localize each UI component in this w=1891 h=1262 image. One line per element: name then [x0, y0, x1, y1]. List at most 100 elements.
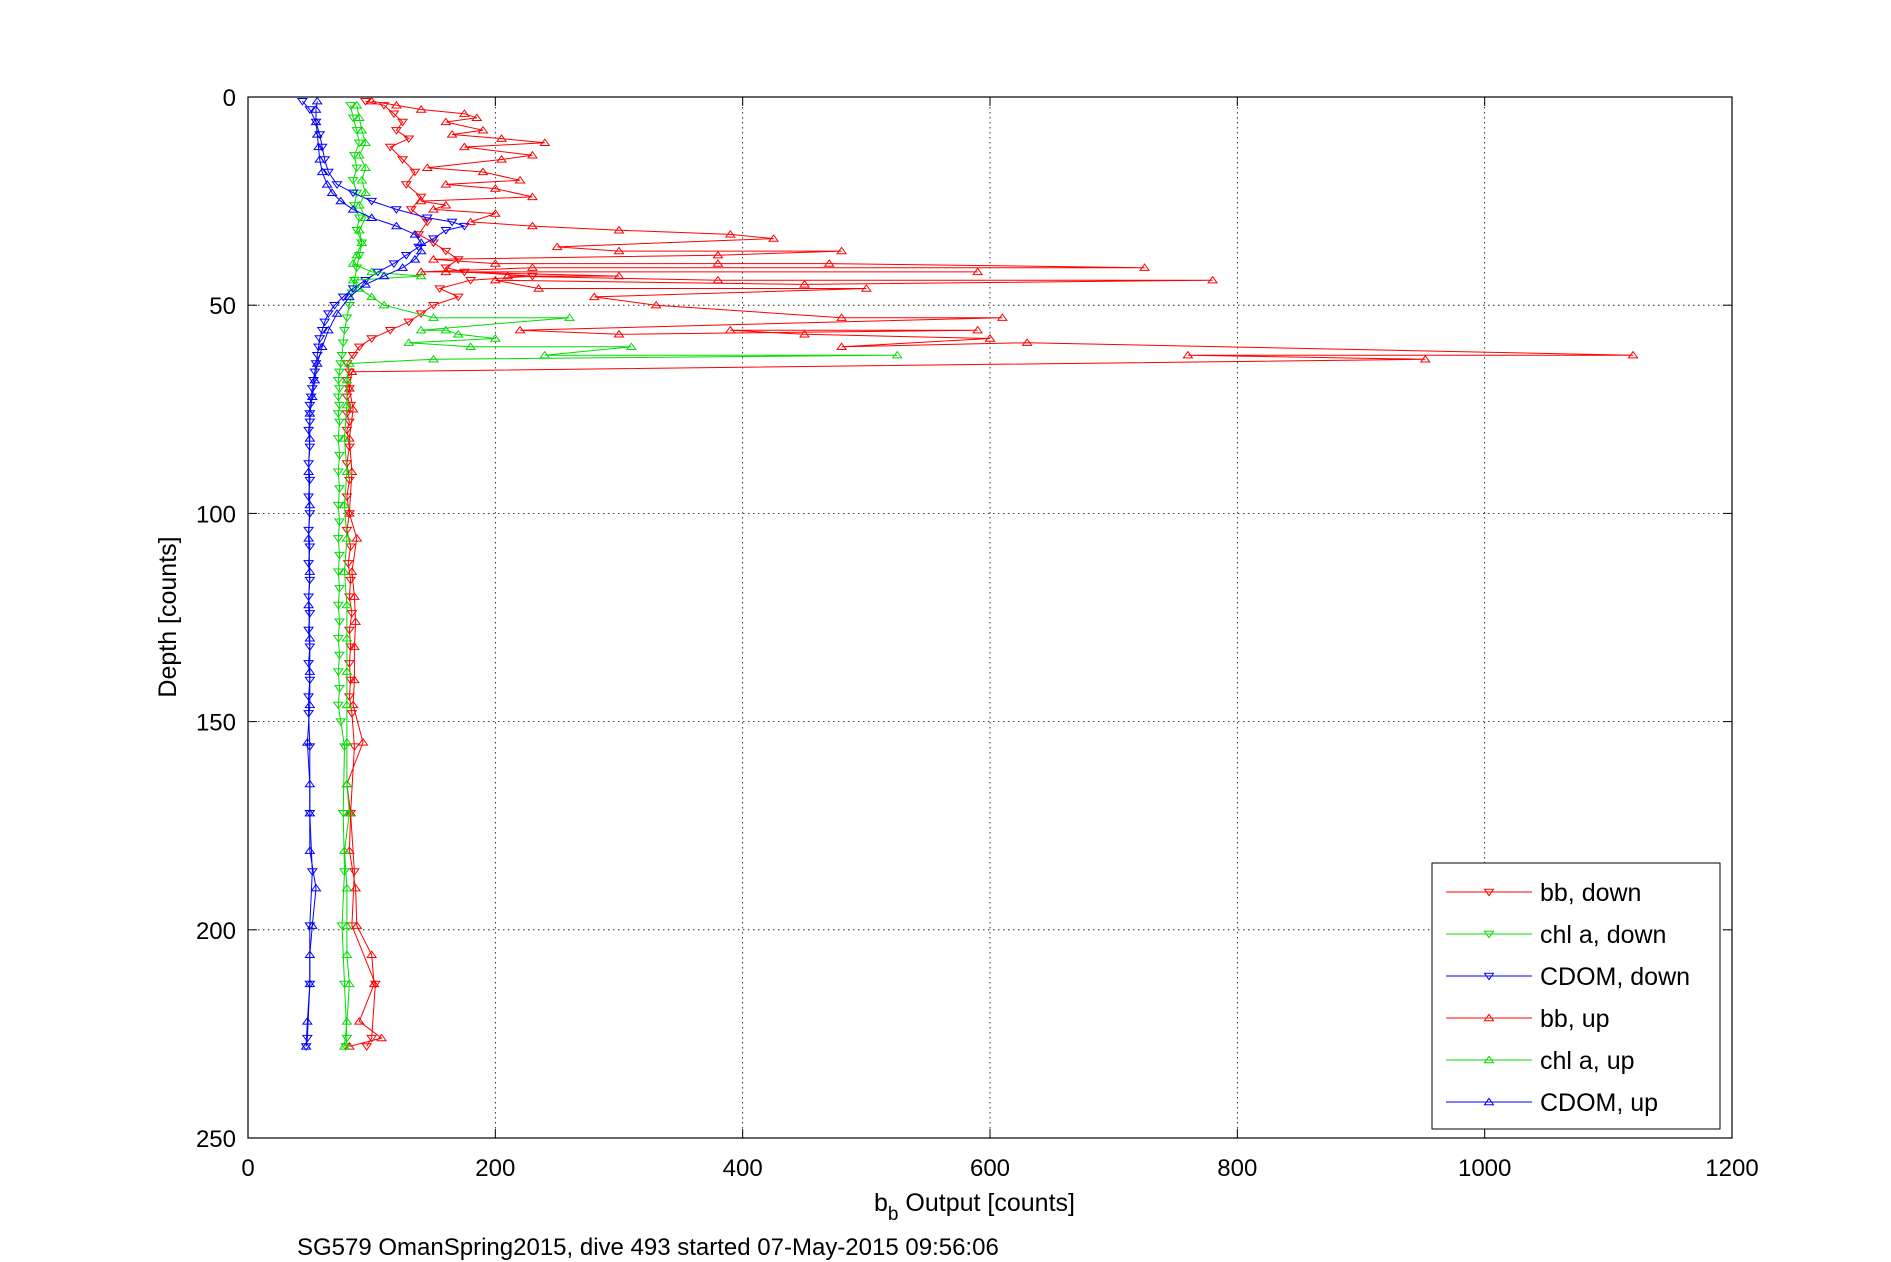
data-point: [361, 1043, 373, 1051]
data-point: [303, 426, 315, 435]
data-point: [428, 235, 439, 244]
series-cdom-up: [300, 96, 427, 1050]
data-point: [409, 229, 421, 238]
data-point: [366, 950, 378, 958]
data-point: [458, 109, 470, 117]
data-point: [343, 508, 355, 517]
data-point: [303, 693, 315, 702]
data-point: [413, 231, 425, 239]
legend: bb, down chl a, down CDOM, down bb, up chl a…: [1431, 862, 1721, 1130]
data-point: [836, 313, 848, 321]
series-bb-up: [341, 96, 1639, 1050]
data-point: [415, 105, 427, 113]
data-point: [345, 543, 357, 552]
data-point: [360, 138, 371, 147]
data-point: [341, 1034, 353, 1043]
legend-swatch-marker: [1483, 1097, 1495, 1106]
legend-swatch-marker: [1483, 888, 1495, 897]
data-point: [304, 808, 316, 817]
legend-label: CDOM, up: [1540, 1089, 1658, 1117]
data-point: [310, 105, 322, 113]
x-tick-label: 200: [475, 1155, 515, 1182]
data-point: [471, 113, 483, 122]
data-point: [403, 135, 415, 144]
data-point: [316, 326, 328, 335]
data-point: [366, 1034, 378, 1043]
data-point: [366, 335, 378, 343]
data-point: [489, 209, 501, 217]
data-point: [334, 685, 345, 693]
data-point: [390, 100, 402, 109]
data-point: [303, 600, 315, 609]
data-point: [376, 1033, 388, 1042]
data-point: [304, 409, 316, 417]
data-point: [356, 175, 368, 184]
data-point: [539, 350, 551, 359]
data-point: [388, 110, 400, 119]
data-point: [316, 143, 328, 152]
data-point: [341, 700, 353, 709]
data-point: [347, 351, 359, 360]
data-point: [341, 400, 353, 409]
x-tick-label: 400: [723, 1155, 763, 1182]
data-point: [366, 292, 378, 301]
data-point: [353, 113, 365, 122]
data-point: [313, 142, 324, 151]
data-point: [353, 343, 365, 352]
data-point: [341, 314, 353, 323]
data-point: [309, 368, 321, 377]
data-point: [458, 222, 470, 231]
data-point: [613, 225, 625, 234]
legend-box: [1431, 862, 1721, 1130]
x-axis-label: bb Output [counts]: [874, 1189, 1075, 1225]
data-point: [465, 277, 477, 285]
data-point: [526, 192, 538, 201]
data-point: [343, 359, 355, 367]
x-axis-label-main: b: [874, 1189, 888, 1217]
data-point: [347, 259, 359, 267]
data-point: [303, 493, 315, 502]
data-point: [465, 342, 477, 351]
data-point: [564, 313, 576, 321]
data-point: [415, 238, 427, 246]
data-point: [341, 460, 353, 468]
data-point: [613, 246, 625, 255]
data-point: [346, 567, 358, 575]
data-point: [353, 1016, 365, 1025]
data-point: [304, 846, 316, 854]
data-point: [304, 476, 316, 485]
data-point: [348, 642, 360, 650]
data-point: [334, 451, 345, 460]
legend-entry-chl-a-down: chl a, down: [1446, 921, 1666, 949]
data-point: [446, 218, 458, 227]
data-point: [322, 168, 334, 177]
data-point: [551, 242, 563, 251]
data-point: [303, 560, 315, 568]
data-point: [360, 213, 371, 221]
data-point: [440, 117, 452, 126]
data-point: [421, 214, 433, 223]
data-point: [353, 150, 365, 159]
data-point: [353, 225, 365, 234]
data-point: [350, 883, 362, 892]
data-point: [388, 260, 400, 269]
data-point: [303, 533, 315, 542]
data-point: [334, 485, 345, 493]
data-point: [338, 500, 350, 509]
data-point: [353, 214, 365, 223]
data-point: [351, 533, 363, 542]
data-point: [345, 676, 357, 685]
data-point: [345, 643, 357, 652]
data-point: [434, 285, 446, 294]
data-point: [477, 125, 489, 134]
data-point: [346, 710, 358, 718]
data-point: [314, 154, 326, 163]
data-point: [489, 184, 501, 192]
data-point: [310, 117, 322, 126]
data-point: [650, 300, 662, 309]
data-point: [347, 189, 359, 198]
data-point: [306, 385, 318, 393]
data-point: [415, 196, 427, 205]
data-point: [724, 325, 736, 334]
